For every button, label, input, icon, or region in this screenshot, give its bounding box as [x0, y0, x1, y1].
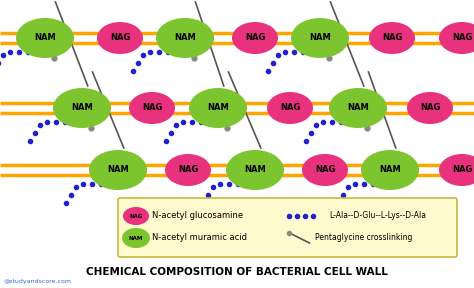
Text: @studyandscore.com: @studyandscore.com — [4, 279, 72, 284]
Ellipse shape — [156, 18, 214, 58]
Ellipse shape — [123, 207, 149, 225]
Text: NAG: NAG — [142, 103, 162, 113]
Text: NAM: NAM — [207, 103, 229, 113]
Ellipse shape — [361, 150, 419, 190]
Text: NAM: NAM — [129, 236, 143, 240]
FancyBboxPatch shape — [118, 198, 457, 257]
Ellipse shape — [439, 154, 474, 186]
Text: L-Ala--D-Glu--L-Lys--D-Ala: L-Ala--D-Glu--L-Lys--D-Ala — [329, 211, 427, 221]
Ellipse shape — [407, 92, 453, 124]
Text: NAM: NAM — [379, 166, 401, 175]
Ellipse shape — [439, 22, 474, 54]
Text: NAG: NAG — [280, 103, 300, 113]
Text: NAM: NAM — [174, 33, 196, 43]
Ellipse shape — [302, 154, 348, 186]
Ellipse shape — [122, 228, 150, 248]
Ellipse shape — [232, 22, 278, 54]
Text: NAG: NAG — [452, 166, 472, 175]
Text: NAM: NAM — [347, 103, 369, 113]
Ellipse shape — [189, 88, 247, 128]
Text: NAM: NAM — [107, 166, 129, 175]
Ellipse shape — [16, 18, 74, 58]
Text: NAM: NAM — [71, 103, 93, 113]
Text: Pentaglycine crosslinking: Pentaglycine crosslinking — [316, 234, 413, 242]
Text: NAG: NAG — [315, 166, 335, 175]
Text: NAG: NAG — [178, 166, 198, 175]
Text: NAG: NAG — [245, 33, 265, 43]
Ellipse shape — [329, 88, 387, 128]
Text: NAM: NAM — [309, 33, 331, 43]
Ellipse shape — [89, 150, 147, 190]
Text: NAG: NAG — [110, 33, 130, 43]
Text: CHEMICAL COMPOSITION OF BACTERIAL CELL WALL: CHEMICAL COMPOSITION OF BACTERIAL CELL W… — [86, 267, 388, 277]
Ellipse shape — [129, 92, 175, 124]
Text: N-acetyl muramic acid: N-acetyl muramic acid — [152, 234, 247, 242]
Text: NAG: NAG — [420, 103, 440, 113]
Text: N-acetyl glucosamine: N-acetyl glucosamine — [152, 211, 243, 221]
Ellipse shape — [165, 154, 211, 186]
Ellipse shape — [226, 150, 284, 190]
Text: NAG: NAG — [452, 33, 472, 43]
Text: NAG: NAG — [129, 213, 143, 219]
Text: NAM: NAM — [244, 166, 266, 175]
Ellipse shape — [53, 88, 111, 128]
Text: NAG: NAG — [382, 33, 402, 43]
Ellipse shape — [267, 92, 313, 124]
Ellipse shape — [291, 18, 349, 58]
Ellipse shape — [97, 22, 143, 54]
Text: NAM: NAM — [34, 33, 56, 43]
Ellipse shape — [369, 22, 415, 54]
